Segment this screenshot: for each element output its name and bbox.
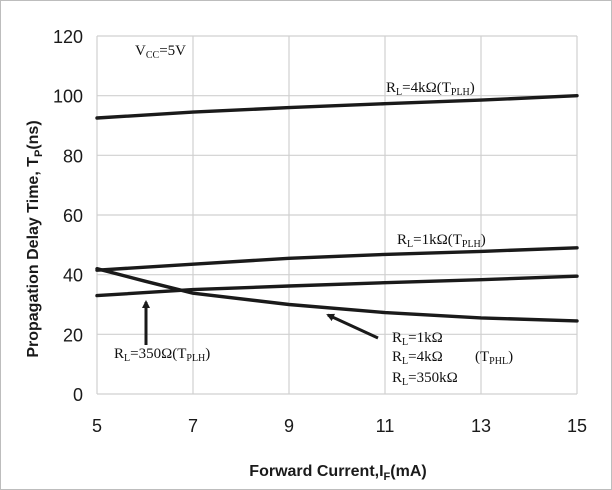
y-tick-label: 40 xyxy=(63,266,83,286)
series-layer xyxy=(95,94,579,323)
y-tick-label: 0 xyxy=(73,385,83,405)
phl-tag: (TPHL) xyxy=(475,349,513,367)
x-tick-label: 13 xyxy=(471,416,491,436)
series-line-2 xyxy=(95,246,579,272)
y-tick-label: 80 xyxy=(63,146,83,166)
x-tick-label: 5 xyxy=(92,416,102,436)
x-tick-label: 15 xyxy=(567,416,587,436)
y-tick-label: 60 xyxy=(63,206,83,226)
series-line-4 xyxy=(95,267,579,323)
x-tick-labels: 5 7 9 11 13 15 xyxy=(92,416,587,436)
y-axis-title: Propagation Delay Time, TP(ns) xyxy=(25,120,45,357)
vcc-label: VCC=5V xyxy=(135,43,186,61)
x-tick-label: 9 xyxy=(284,416,294,436)
x-tick-label: 11 xyxy=(376,416,395,436)
y-tick-labels: 0 20 40 60 80 100 120 xyxy=(53,27,83,405)
y-tick-label: 100 xyxy=(53,87,83,107)
rl-4k-plh-label: RL=4kΩ(TPLH) xyxy=(386,80,475,98)
phl-label-4k: RL=4kΩ xyxy=(392,349,443,367)
y-tick-label: 20 xyxy=(63,325,83,345)
y-tick-label: 120 xyxy=(53,27,83,47)
rl-350-plh-label: RL=350Ω(TPLH) xyxy=(114,346,210,364)
grid xyxy=(96,35,578,395)
phl-label-350k: RL=350kΩ xyxy=(392,370,458,388)
series-line-1 xyxy=(95,94,579,120)
phl-arrow xyxy=(326,313,379,340)
x-tick-label: 7 xyxy=(188,416,198,436)
rl-1k-plh-label: RL=1kΩ(TPLH) xyxy=(397,232,486,250)
phl-label-1k: RL=1kΩ xyxy=(392,330,443,348)
x-axis-title: Forward Current,IF(mA) xyxy=(249,463,426,483)
